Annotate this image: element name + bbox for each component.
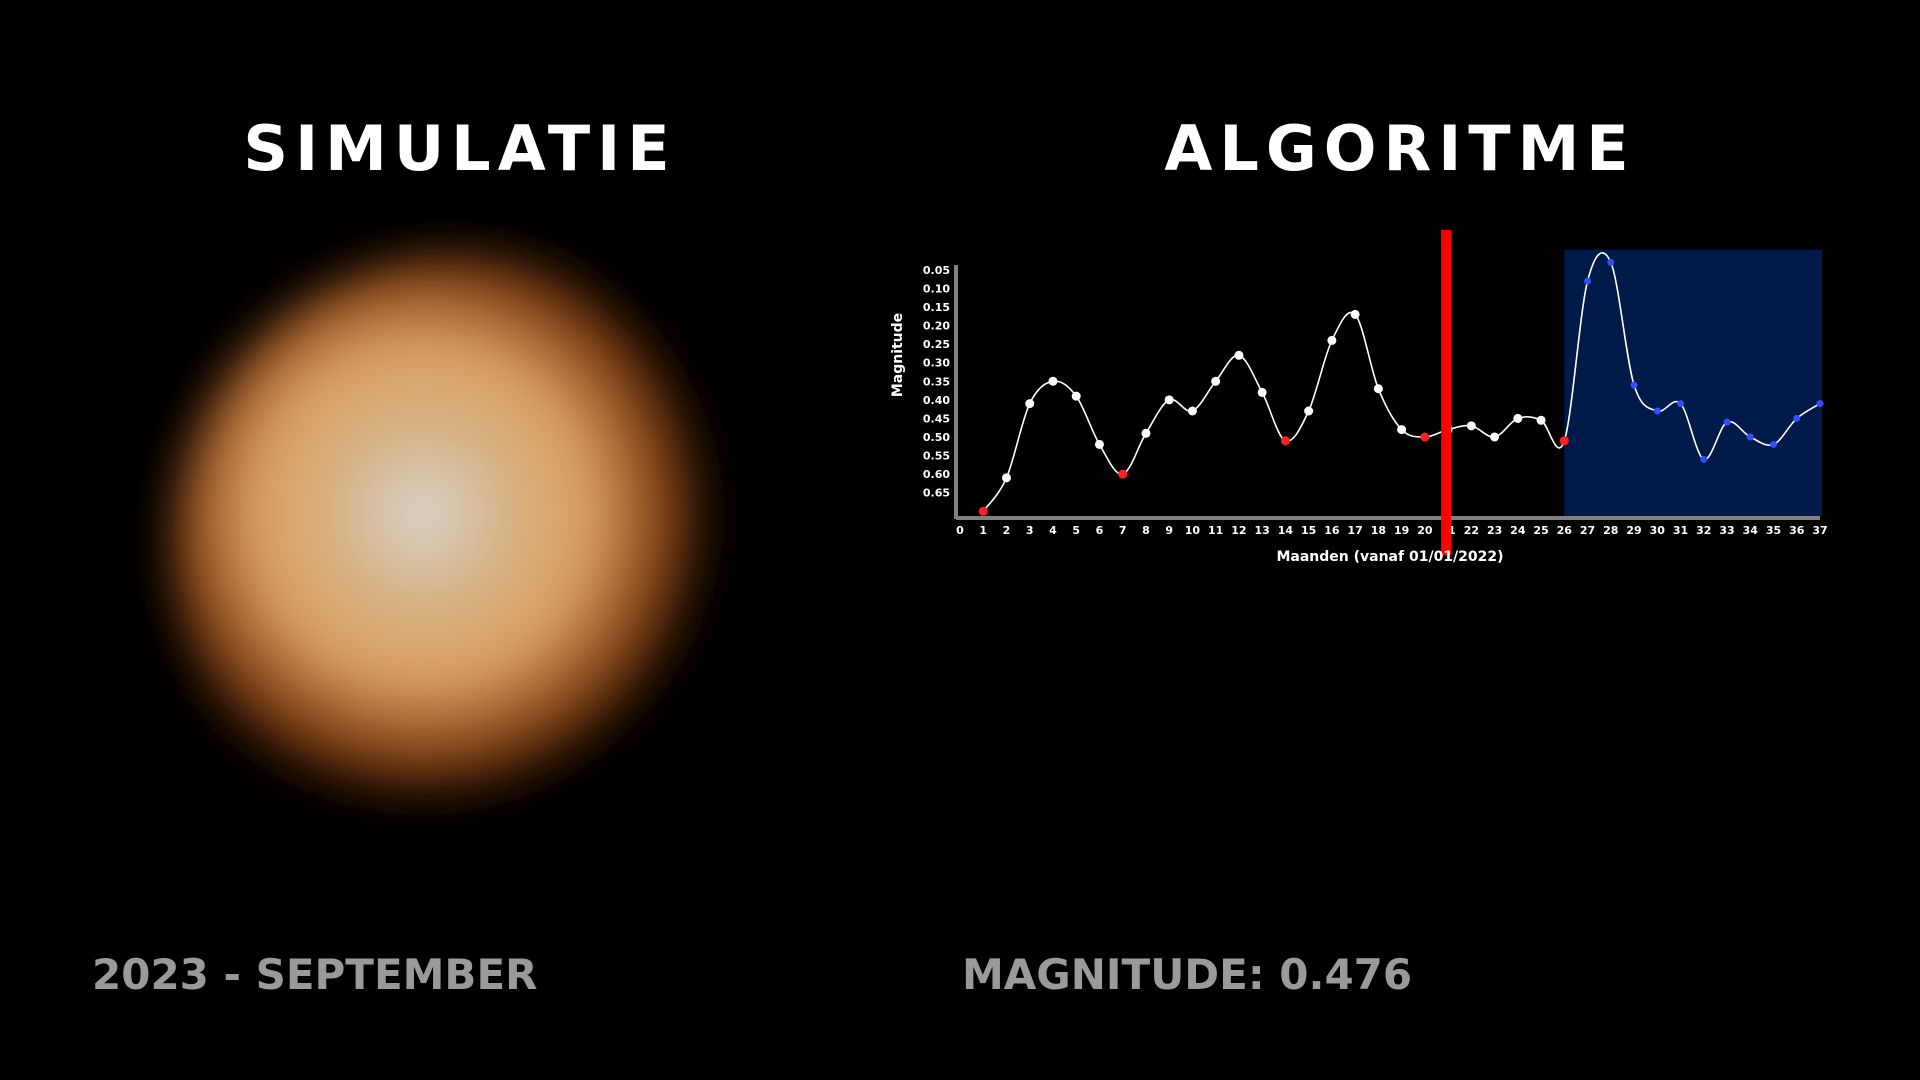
- minimum-point: [978, 506, 988, 516]
- minimum-point: [1280, 436, 1290, 446]
- y-tick-label: 0.25: [923, 338, 950, 351]
- x-tick-label: 15: [1301, 524, 1316, 537]
- minimum-point: [1420, 432, 1430, 442]
- x-tick-label: 2: [1003, 524, 1011, 537]
- data-point: [1327, 335, 1337, 345]
- forecast-region: [1564, 250, 1822, 517]
- x-tick-label: 4: [1049, 524, 1057, 537]
- forecast-point: [1700, 455, 1708, 463]
- forecast-point: [1677, 400, 1685, 408]
- data-point: [1536, 415, 1546, 425]
- x-tick-label: 22: [1464, 524, 1479, 537]
- x-tick-label: 19: [1394, 524, 1409, 537]
- forecast-point: [1584, 277, 1592, 285]
- forecast-point: [1607, 258, 1615, 266]
- x-tick-label: 37: [1812, 524, 1827, 537]
- data-point: [1048, 376, 1058, 386]
- x-tick-label: 20: [1417, 524, 1433, 537]
- x-tick-label: 12: [1231, 524, 1246, 537]
- x-tick-label: 36: [1789, 524, 1805, 537]
- y-tick-label: 0.35: [923, 375, 950, 388]
- y-axis-label: Magnitude: [890, 313, 906, 397]
- x-tick-label: 18: [1371, 524, 1386, 537]
- x-tick-label: 24: [1510, 524, 1526, 537]
- x-tick-label: 11: [1208, 524, 1223, 537]
- x-tick-label: 23: [1487, 524, 1502, 537]
- forecast-point: [1653, 407, 1661, 415]
- forecast-point: [1630, 381, 1638, 389]
- data-point: [1211, 376, 1221, 386]
- y-tick-label: 0.05: [923, 264, 950, 277]
- y-tick-label: 0.10: [923, 282, 950, 295]
- x-tick-label: 27: [1580, 524, 1595, 537]
- y-tick-label: 0.45: [923, 412, 950, 425]
- forecast-point: [1816, 400, 1824, 408]
- data-point: [1187, 406, 1197, 416]
- data-point: [1350, 309, 1360, 319]
- x-tick-label: 29: [1626, 524, 1641, 537]
- x-tick-label: 26: [1557, 524, 1573, 537]
- x-tick-label: 7: [1119, 524, 1127, 537]
- magnitude-readout: MAGNITUDE: 0.476: [962, 950, 1413, 999]
- y-tick-label: 0.20: [923, 320, 950, 333]
- x-tick-label: 28: [1603, 524, 1618, 537]
- data-point: [1164, 395, 1174, 405]
- x-tick-label: 14: [1278, 524, 1294, 537]
- y-tick-label: 0.55: [923, 450, 950, 463]
- data-point: [1094, 439, 1104, 449]
- x-tick-label: 6: [1096, 524, 1104, 537]
- minimum-point: [1559, 436, 1569, 446]
- data-point: [1304, 406, 1314, 416]
- star-simulation: [170, 250, 770, 850]
- data-point: [1001, 473, 1011, 483]
- star-glow: [170, 250, 770, 850]
- x-tick-label: 30: [1650, 524, 1666, 537]
- data-point: [1466, 421, 1476, 431]
- x-tick-label: 16: [1324, 524, 1340, 537]
- forecast-point: [1770, 440, 1778, 448]
- data-point: [1234, 350, 1244, 360]
- data-point: [1513, 413, 1523, 423]
- magnitude-chart: 0.05 0.10 0.15 0.20 0.25 0.30 0.35 0.40 0.45 0.50…: [890, 230, 1828, 565]
- data-point: [1071, 391, 1081, 401]
- x-tick-label: 35: [1766, 524, 1781, 537]
- minimum-point: [1118, 469, 1128, 479]
- x-tick-label: 10: [1185, 524, 1201, 537]
- x-tick-label: 0: [956, 524, 964, 537]
- x-tick-label: 3: [1026, 524, 1034, 537]
- x-tick-label: 13: [1255, 524, 1270, 537]
- simulation-date: 2023 - SEPTEMBER: [92, 950, 538, 999]
- x-tick-label: 5: [1072, 524, 1080, 537]
- data-point: [1397, 425, 1407, 435]
- x-tick-label: 9: [1165, 524, 1173, 537]
- y-tick-label: 0.65: [923, 487, 950, 500]
- data-point: [1141, 428, 1151, 438]
- simulation-title: SIMULATIE: [243, 112, 677, 185]
- data-point: [1257, 387, 1267, 397]
- y-tick-label: 0.40: [923, 394, 950, 407]
- x-tick-label: 31: [1673, 524, 1688, 537]
- y-tick-label: 0.60: [923, 468, 950, 481]
- forecast-point: [1746, 433, 1754, 441]
- current-month-marker: [1441, 230, 1452, 555]
- y-tick-label: 0.30: [923, 357, 950, 370]
- algorithm-title: ALGORITME: [1164, 112, 1636, 185]
- data-point: [1373, 384, 1383, 394]
- x-tick-label: 17: [1347, 524, 1362, 537]
- y-tick-label: 0.50: [923, 431, 950, 444]
- x-tick-label: 32: [1696, 524, 1711, 537]
- data-point: [1490, 432, 1500, 442]
- x-tick-label: 33: [1719, 524, 1734, 537]
- x-axis-label: Maanden (vanaf 01/01/2022): [1276, 549, 1503, 565]
- x-tick-label: 8: [1142, 524, 1150, 537]
- x-tick-label: 34: [1743, 524, 1759, 537]
- x-tick-label: 25: [1533, 524, 1548, 537]
- data-point: [1025, 399, 1035, 409]
- forecast-point: [1793, 414, 1801, 422]
- y-tick-label: 0.15: [923, 301, 950, 314]
- x-tick-label: 1: [979, 524, 987, 537]
- forecast-point: [1723, 418, 1731, 426]
